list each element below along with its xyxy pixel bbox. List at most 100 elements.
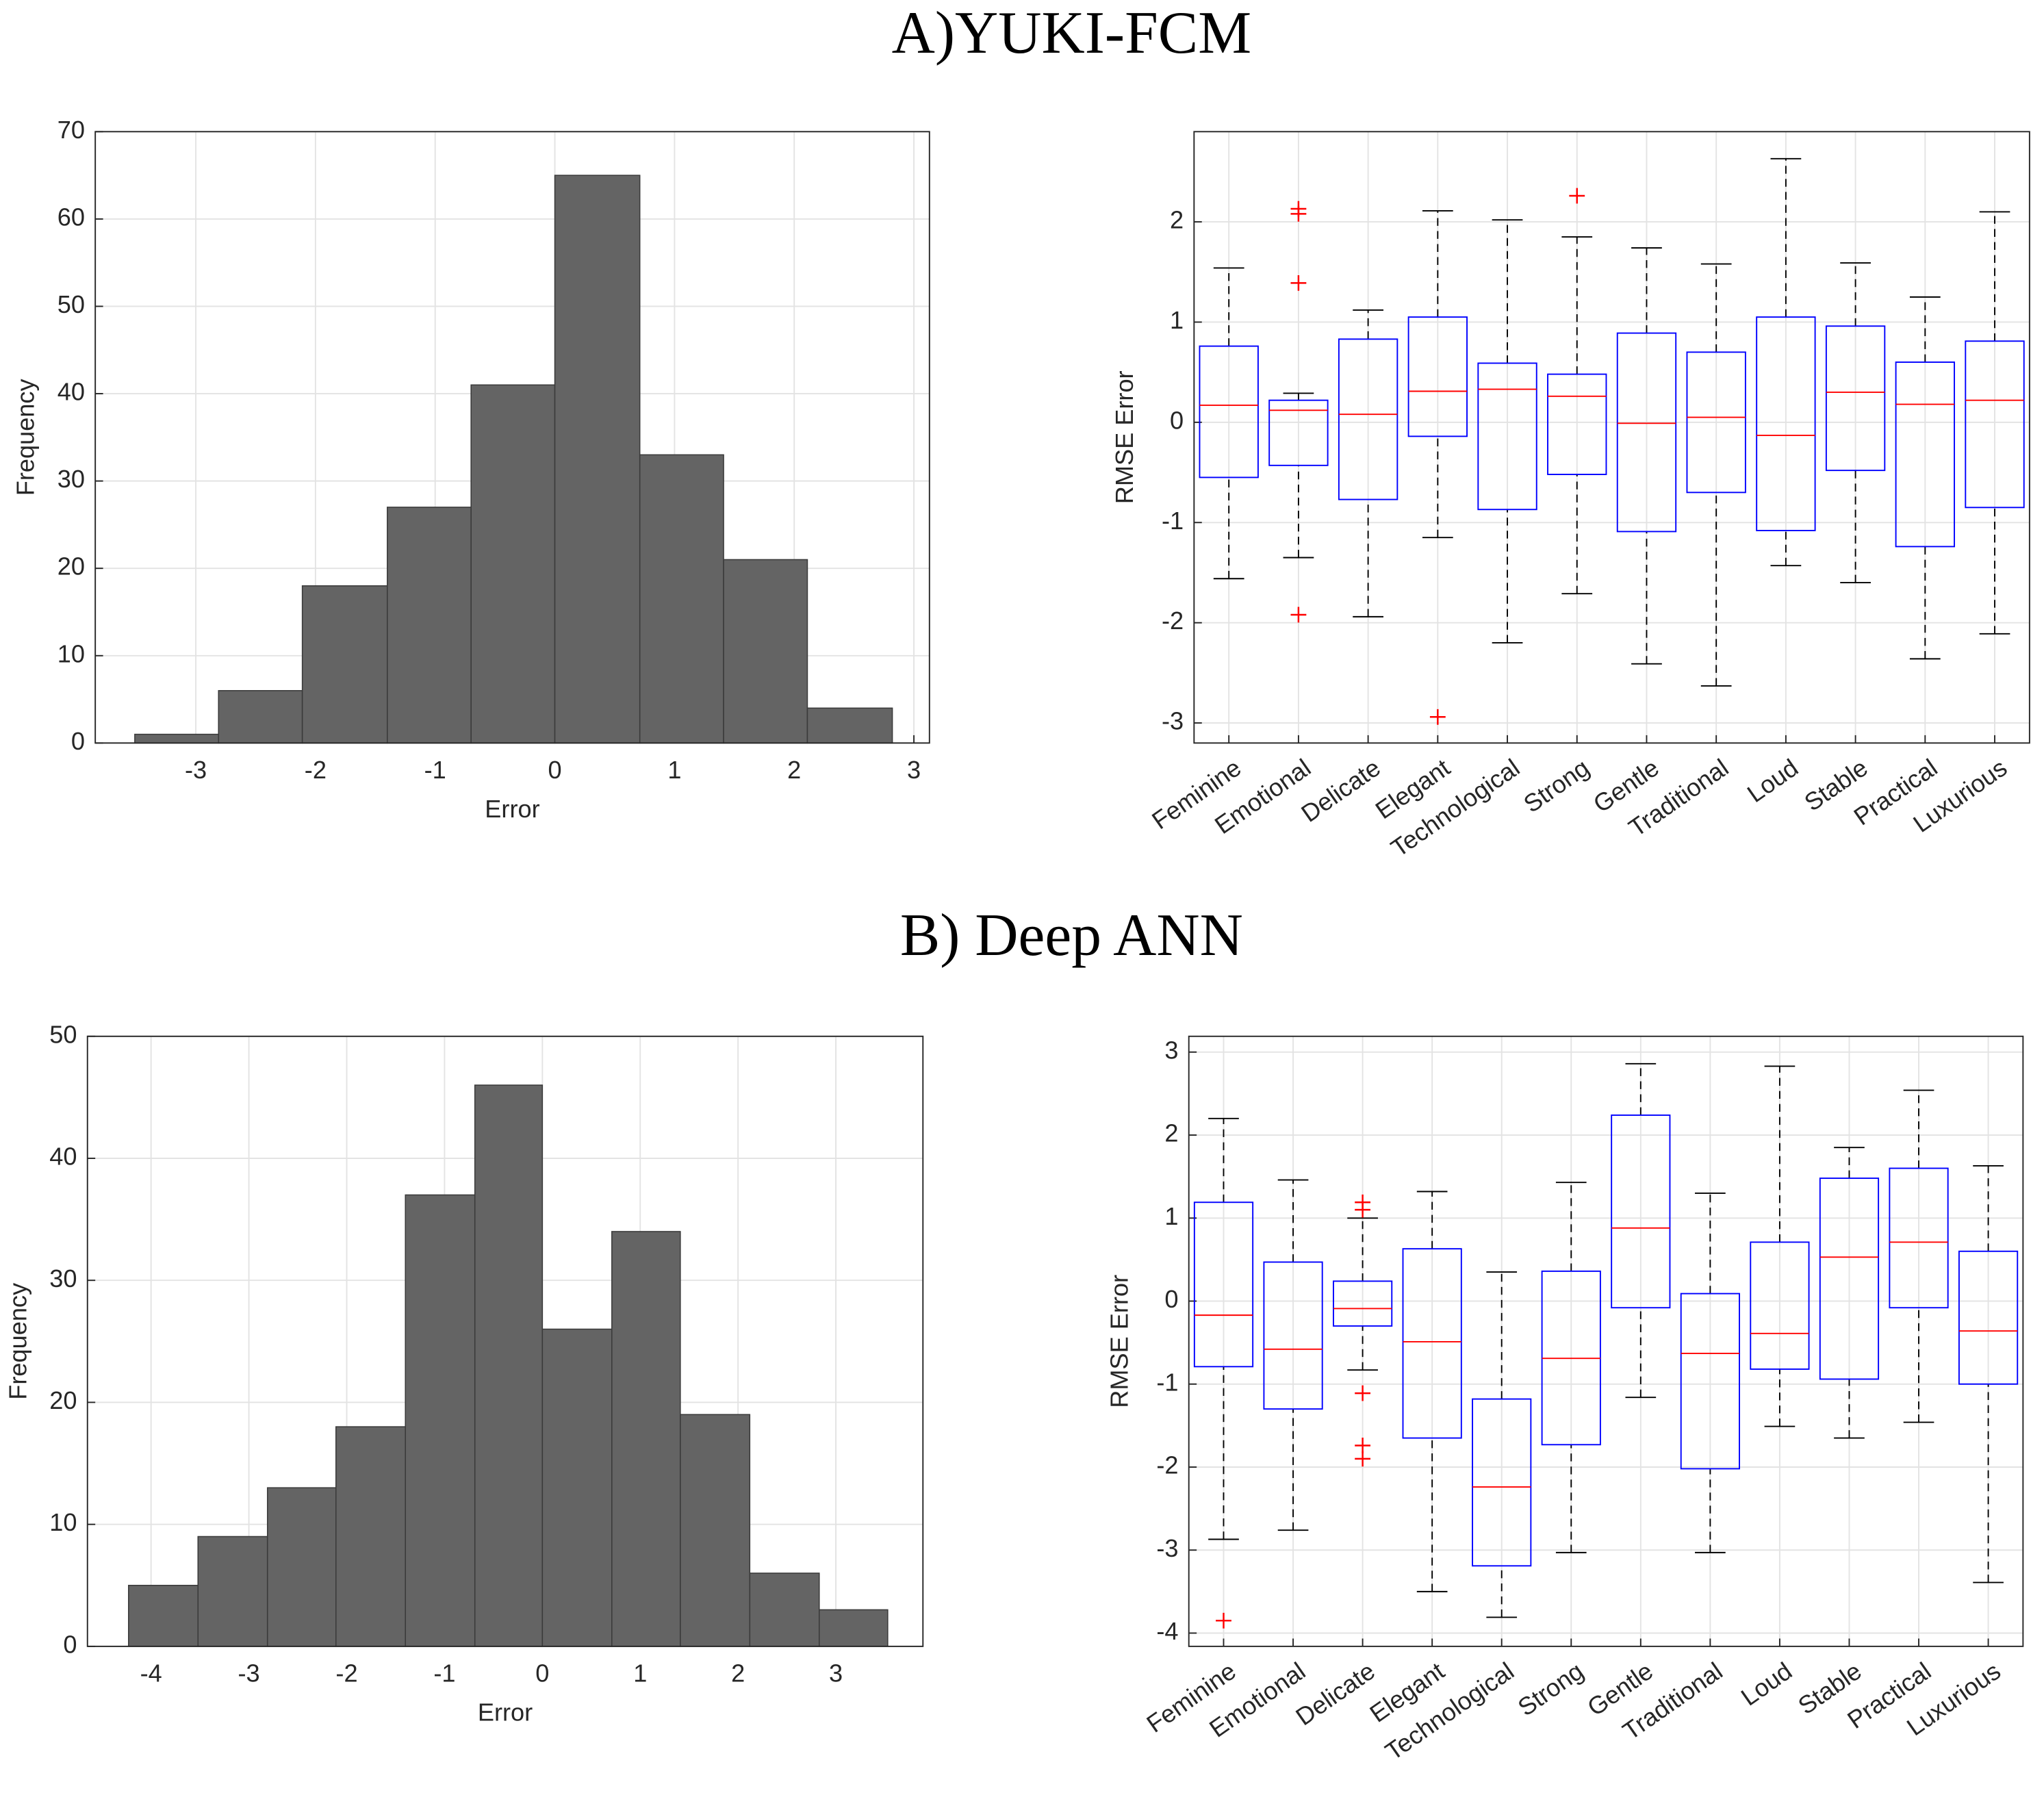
x-tick-label: -2 (305, 756, 327, 784)
y-tick-label: -4 (1156, 1617, 1178, 1645)
y-tick-label: 40 (49, 1143, 77, 1171)
bar (611, 1231, 681, 1647)
bar (218, 690, 303, 744)
x-tick-label: Loud (1736, 1657, 1797, 1711)
bar (474, 1084, 544, 1647)
plot-frame (86, 1035, 924, 1647)
x-tick-label: -2 (335, 1659, 357, 1687)
y-tick-label: 0 (63, 1630, 77, 1658)
box (1402, 1248, 1462, 1439)
y-tick-label: -1 (1162, 507, 1184, 535)
outlier (1290, 205, 1307, 222)
outlier (1355, 1201, 1371, 1218)
y-axis-label: RMSE Error (1105, 1275, 1133, 1408)
outlier (1355, 1438, 1371, 1453)
plot-area (1194, 131, 2030, 743)
x-tick-label: -3 (238, 1659, 259, 1687)
y-axis-label: Frequency (12, 379, 40, 496)
y-tick-label: 60 (58, 203, 85, 231)
y-tick-label: 3 (1164, 1036, 1178, 1064)
box (1263, 1261, 1323, 1410)
outlier (1355, 1385, 1371, 1401)
y-tick-label: 10 (58, 639, 85, 667)
bar (554, 175, 641, 744)
bar (723, 559, 808, 744)
y-tick-label: 0 (71, 727, 85, 755)
y-tick-label: 2 (1164, 1119, 1178, 1147)
box (1756, 316, 1816, 531)
outlier (1429, 709, 1446, 725)
bar (387, 507, 472, 744)
box (1889, 1167, 1949, 1309)
box (1825, 325, 1886, 472)
box (1199, 345, 1259, 479)
y-tick-label: -2 (1162, 607, 1184, 635)
outlier (1569, 188, 1585, 204)
x-tick-label: -1 (424, 756, 446, 784)
box (1895, 361, 1955, 548)
x-tick-label: 2 (731, 1659, 745, 1687)
box (1819, 1177, 1880, 1380)
box (1193, 1201, 1254, 1368)
x-tick-label: Strong (1513, 1657, 1589, 1722)
box (1611, 1114, 1671, 1309)
plot-frame (1188, 1035, 2024, 1647)
bar (749, 1573, 820, 1647)
y-tick-label: 10 (49, 1508, 77, 1536)
box (1958, 1250, 2019, 1385)
bar (134, 733, 220, 744)
outlier (1216, 1612, 1231, 1629)
box (1965, 340, 2025, 509)
x-tick-label: Strong (1518, 753, 1594, 818)
y-tick-label: 0 (1170, 406, 1184, 434)
x-tick-label: 3 (907, 756, 921, 784)
box (1333, 1280, 1393, 1327)
y-tick-label: -3 (1162, 707, 1184, 735)
bar (541, 1328, 613, 1647)
x-tick-label: 1 (633, 1659, 647, 1687)
box (1686, 351, 1746, 494)
bar (266, 1487, 337, 1647)
y-axis-label: RMSE Error (1110, 370, 1138, 504)
bar (335, 1426, 407, 1647)
plot-frame (1193, 131, 2030, 744)
box (1616, 332, 1677, 533)
x-tick-label: 3 (829, 1659, 843, 1687)
x-tick-label: Delicate (1290, 1657, 1380, 1731)
bar (806, 707, 893, 744)
x-tick-label: -4 (140, 1659, 162, 1687)
bar (128, 1585, 199, 1647)
section-heading: A)YUKI-FCM (892, 0, 1251, 66)
bar (680, 1414, 751, 1647)
y-tick-label: 70 (58, 116, 85, 144)
y-tick-label: 30 (58, 465, 85, 493)
x-axis-label: Error (485, 795, 539, 823)
outlier (1290, 607, 1307, 623)
outlier (1290, 275, 1307, 291)
box (1407, 316, 1468, 437)
plot-frame (94, 131, 930, 744)
box (1472, 1398, 1532, 1567)
bar (197, 1536, 268, 1647)
bar (639, 454, 724, 744)
y-tick-label: 1 (1164, 1202, 1178, 1230)
y-tick-label: -3 (1156, 1534, 1178, 1562)
box (1680, 1293, 1740, 1470)
x-tick-label: Delicate (1296, 753, 1385, 828)
bar (470, 384, 556, 744)
plot-area (1188, 1036, 2023, 1646)
y-tick-label: 2 (1170, 206, 1184, 234)
y-tick-label: 30 (49, 1264, 77, 1293)
y-tick-label: -1 (1156, 1368, 1178, 1396)
y-tick-label: 50 (49, 1020, 77, 1048)
y-tick-label: 40 (58, 378, 85, 406)
x-tick-label: 1 (667, 756, 681, 784)
outlier (1355, 1451, 1371, 1467)
bar (405, 1194, 476, 1647)
x-axis-label: Error (478, 1698, 533, 1726)
x-tick-label: -3 (185, 756, 207, 784)
box (1268, 399, 1329, 466)
y-tick-label: 20 (49, 1386, 77, 1414)
y-tick-label: 0 (1164, 1285, 1178, 1313)
